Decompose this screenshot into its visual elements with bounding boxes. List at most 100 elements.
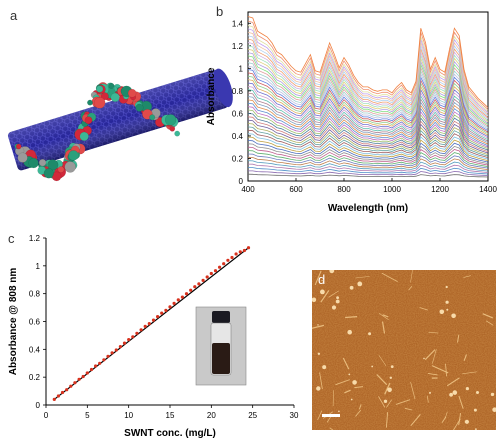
afm-tube-10 [358, 404, 362, 410]
calib-point-46 [242, 248, 246, 253]
afm-dot-23 [349, 285, 354, 290]
molecule-bead-110 [135, 103, 144, 112]
molecule-bead-126 [43, 168, 54, 179]
spectrum-series-17 [247, 116, 489, 152]
afm-dot-35 [371, 365, 374, 368]
calib-point-4 [69, 384, 73, 388]
panel-c-label: c [8, 231, 15, 246]
spectrum-series-26 [247, 86, 489, 139]
spectrum-series-11 [247, 136, 489, 161]
calib-point-40 [218, 265, 222, 269]
calib-point-8 [85, 371, 89, 375]
calib-point-24 [151, 318, 156, 322]
nanotube-illustration [7, 68, 233, 182]
molecule-bead-47 [169, 126, 176, 132]
calib-point-28 [168, 305, 172, 309]
afm-tube-15 [457, 334, 460, 343]
calib-point-43 [230, 255, 234, 260]
calib-point-17 [122, 341, 127, 345]
polymer-coating [14, 82, 181, 182]
spectra-ytick-label-5: 1 [239, 64, 244, 73]
afm-tube-33 [431, 365, 449, 374]
spectrum-series-15 [247, 123, 489, 155]
spectra-xtick-label-2: 800 [337, 185, 351, 194]
calib-xlabel: SWNT conc. (mg/L) [124, 428, 216, 439]
spectra-xtick-label-4: 1200 [431, 185, 449, 194]
afm-dot-16 [357, 281, 363, 287]
panel-d-label: d [318, 272, 326, 287]
calib-point-31 [180, 295, 184, 299]
spectra-ylabel: Absorbance [206, 67, 217, 125]
calib-point-21 [139, 328, 143, 332]
calib-point-41 [222, 262, 226, 266]
spectra-xtick-label-3: 1000 [383, 185, 401, 194]
spectrum-series-36 [247, 52, 489, 124]
afm-tube-11 [485, 320, 494, 326]
spectra-ytick-label-0: 0 [239, 177, 244, 186]
calib-point-45 [238, 250, 242, 254]
calib-point-27 [164, 308, 168, 312]
molecule-bead-127 [79, 131, 89, 142]
spectra-xlabel: Wavelength (nm) [328, 203, 408, 214]
afm-dot-25 [338, 410, 340, 413]
calib-point-14 [110, 351, 114, 355]
afm-tube-36 [431, 349, 437, 364]
spectrum-series-24 [247, 92, 489, 142]
spectra-xtick-label-5: 1400 [479, 185, 497, 194]
spectrum-series-16 [247, 119, 489, 154]
molecule-bead-84 [38, 158, 47, 167]
spectrum-series-37 [247, 48, 489, 123]
vial-photo-inset [195, 306, 247, 386]
afm-tube-32 [314, 270, 322, 286]
calib-xtick-label-5: 25 [248, 411, 257, 420]
panel-a-label: a [10, 8, 18, 23]
afm-dot-36 [429, 391, 431, 394]
afm-tube-8 [328, 290, 339, 298]
afm-dot-8 [490, 392, 495, 397]
calib-point-2 [60, 390, 65, 395]
molecule-bead-86 [100, 92, 109, 101]
calib-point-32 [184, 292, 189, 296]
nanotube-cylinder [7, 68, 233, 171]
spectrum-series-1 [248, 170, 489, 176]
spectrum-series-21 [247, 102, 489, 147]
spectrum-series-46 [247, 16, 489, 108]
afm-tube-5 [462, 371, 477, 375]
spectra-ytick-label-7: 1.4 [232, 19, 244, 28]
molecule-bead-85 [64, 161, 76, 173]
calib-ytick-label-0: 0 [36, 401, 41, 410]
spectrum-series-20 [247, 106, 489, 148]
calib-xtick-label-0: 0 [44, 411, 49, 420]
afm-dot-9 [329, 270, 335, 274]
molecule-bead-123 [93, 97, 106, 109]
afm-dot-21 [423, 357, 425, 360]
afm-tube-25 [378, 313, 389, 321]
afm-tube-17 [408, 285, 413, 291]
calib-ytick-label-3: 0.6 [29, 318, 41, 327]
afm-tube-50 [427, 372, 438, 376]
spectrum-series-18 [247, 113, 489, 151]
molecule-bead-122 [47, 159, 59, 171]
afm-dot-2 [464, 419, 469, 424]
spectrum-series-43 [247, 28, 489, 114]
calib-xtick-label-6: 30 [290, 411, 299, 420]
afm-tube-52 [410, 270, 413, 283]
afm-dot-28 [322, 365, 327, 370]
afm-tube-21 [410, 382, 416, 400]
spectrum-series-33 [247, 62, 489, 129]
calib-point-0 [52, 397, 56, 401]
calib-point-3 [65, 388, 69, 392]
calib-point-44 [234, 252, 238, 256]
afm-tube-16 [329, 427, 334, 430]
afm-dot-14 [317, 352, 321, 355]
calib-xtick-label-4: 20 [207, 411, 216, 420]
molecule-bead-128 [84, 116, 93, 125]
spectra-ytick-label-2: 0.4 [232, 132, 244, 141]
calib-point-33 [189, 288, 193, 292]
afm-tube-6 [410, 414, 421, 427]
afm-tube-12 [320, 290, 330, 303]
afm-tube-18 [419, 307, 429, 311]
spectrum-series-2 [247, 167, 489, 175]
afm-tube-43 [463, 354, 468, 361]
calib-point-22 [143, 324, 147, 328]
